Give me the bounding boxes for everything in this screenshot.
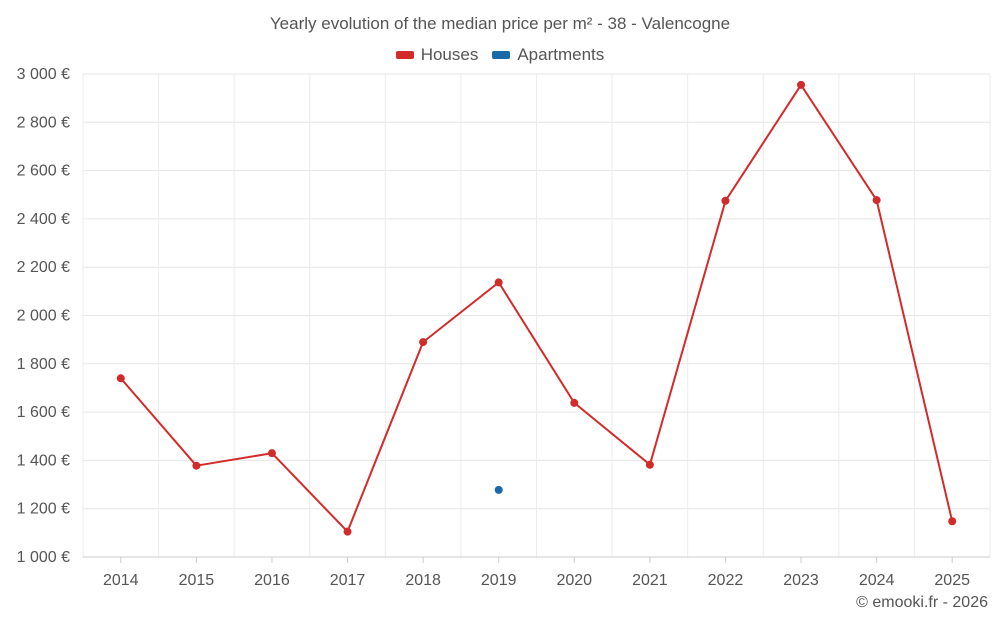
data-point-houses-2018	[419, 338, 428, 347]
data-point-houses-2017	[343, 527, 352, 536]
x-tick-label: 2025	[934, 572, 970, 589]
legend-swatch-apartments	[492, 51, 511, 59]
y-tick-label: 2 400 €	[17, 211, 70, 228]
data-point-houses-2015	[192, 461, 201, 470]
x-tick-label: 2016	[254, 572, 290, 589]
y-tick-label: 2 200 €	[17, 259, 70, 276]
data-point-houses-2022	[721, 196, 730, 205]
data-point-houses-2020	[570, 398, 579, 407]
series-layer	[116, 80, 957, 536]
axes	[83, 556, 990, 563]
y-tick-label: 3 000 €	[17, 66, 70, 83]
data-point-apartments-2019	[494, 485, 503, 494]
y-tick-label: 1 000 €	[17, 549, 70, 566]
credit-text: © emooki.fr - 2026	[856, 594, 988, 611]
y-tick-label: 2 800 €	[17, 114, 70, 131]
data-point-houses-2014	[116, 374, 125, 383]
x-tick-label: 2019	[481, 572, 517, 589]
series-line-houses	[120, 83, 954, 533]
y-tick-label: 1 800 €	[17, 356, 70, 373]
data-point-houses-2023	[797, 80, 806, 89]
legend-label-apartments: Apartments	[517, 45, 605, 64]
y-tick-label: 2 600 €	[17, 163, 70, 180]
data-point-houses-2016	[267, 449, 276, 458]
y-tick-label: 1 400 €	[17, 452, 70, 469]
x-tick-label: 2015	[179, 572, 215, 589]
x-tick-label: 2022	[708, 572, 744, 589]
data-point-houses-2021	[645, 460, 654, 469]
legend-label-houses: Houses	[420, 45, 479, 64]
grid-lines	[82, 73, 991, 558]
x-tick-label: 2014	[103, 572, 139, 589]
data-point-houses-2019	[494, 278, 503, 287]
x-tick-label: 2018	[405, 572, 441, 589]
x-tick-label: 2017	[330, 572, 366, 589]
chart-legend: Houses Apartments	[0, 45, 1000, 65]
legend-item-houses[interactable]: Houses	[395, 45, 479, 65]
data-point-houses-2024	[872, 196, 881, 205]
x-tick-label: 2023	[783, 572, 819, 589]
tick-labels: 1 000 € 1 200 € 1 400 € 1 600 € 1 800 € 2 000…	[17, 66, 970, 589]
y-tick-label: 2 000 €	[17, 308, 70, 325]
x-tick-label: 2020	[556, 572, 592, 589]
chart-title: Yearly evolution of the median price per…	[269, 14, 731, 33]
y-tick-label: 1 200 €	[17, 501, 70, 518]
x-tick-label: 2021	[632, 572, 668, 589]
y-tick-label: 1 600 €	[17, 404, 70, 421]
data-point-houses-2025	[948, 517, 957, 526]
x-tick-label: 2024	[859, 572, 895, 589]
legend-item-apartments[interactable]: Apartments	[492, 45, 604, 65]
legend-swatch-houses	[395, 51, 414, 59]
